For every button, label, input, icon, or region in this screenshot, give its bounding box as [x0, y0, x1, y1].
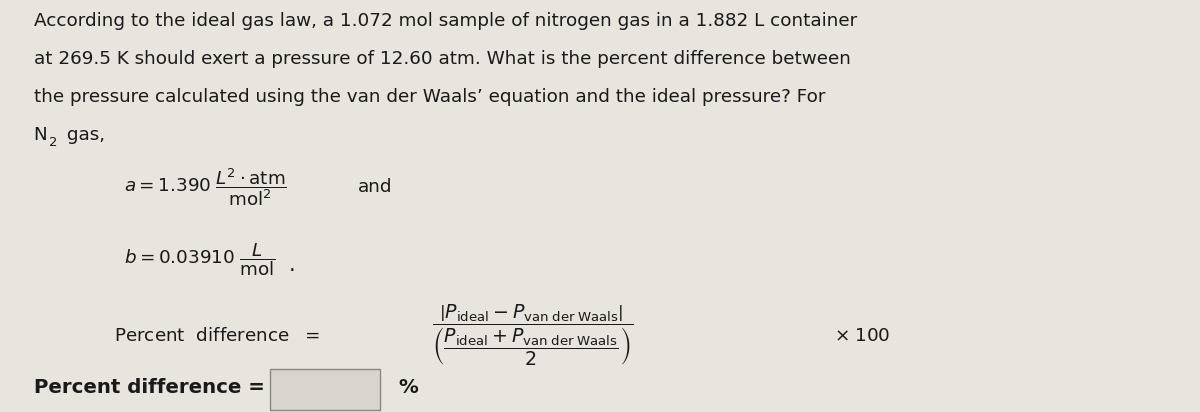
Text: N: N [34, 126, 47, 144]
Text: at 269.5 K should exert a pressure of 12.60 atm. What is the percent difference : at 269.5 K should exert a pressure of 12… [34, 50, 851, 68]
Text: .: . [289, 255, 296, 274]
Text: According to the ideal gas law, a 1.072 mol sample of nitrogen gas in a 1.882 L : According to the ideal gas law, a 1.072 … [34, 12, 857, 30]
Text: %: % [398, 378, 418, 397]
Text: $\times\;100$: $\times\;100$ [834, 327, 890, 345]
FancyBboxPatch shape [270, 369, 380, 410]
Text: the pressure calculated using the van der Waals’ equation and the ideal pressure: the pressure calculated using the van de… [34, 88, 826, 106]
Text: $b = 0.03910\;\dfrac{L}{\mathrm{mol}}$: $b = 0.03910\;\dfrac{L}{\mathrm{mol}}$ [124, 241, 275, 278]
Text: $\dfrac{\left|P_{\mathrm{ideal}} - P_{\mathrm{van\;der\;Waals}}\right|}{\left(\d: $\dfrac{\left|P_{\mathrm{ideal}} - P_{\m… [432, 303, 634, 368]
Text: gas,: gas, [60, 126, 104, 144]
Text: Percent  difference  $=$: Percent difference $=$ [114, 327, 319, 345]
Text: $a = 1.390\;\dfrac{L^2 \cdot \mathrm{atm}}{\mathrm{mol}^2}$: $a = 1.390\;\dfrac{L^2 \cdot \mathrm{atm… [124, 166, 287, 208]
Text: and: and [358, 178, 392, 197]
Text: Percent difference =: Percent difference = [34, 378, 264, 397]
Text: 2: 2 [48, 136, 58, 150]
